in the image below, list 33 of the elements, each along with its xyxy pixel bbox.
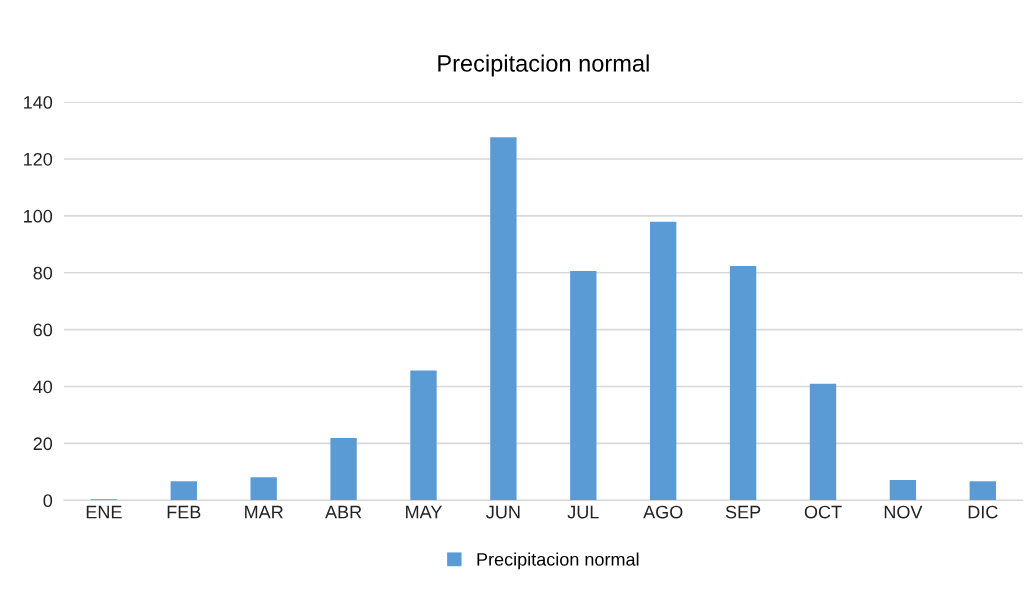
x-tick-label: ABR	[325, 505, 362, 519]
x-tick-label: JUL	[567, 505, 599, 519]
bar	[889, 480, 917, 501]
y-tick-label: 120	[24, 152, 53, 166]
bar	[650, 221, 677, 501]
y-tick-label: 0	[43, 494, 53, 508]
x-tick-label: NOV	[884, 505, 923, 519]
bar	[330, 438, 357, 501]
x-tick-label: MAY	[406, 505, 442, 519]
y-tick-label: 80	[33, 266, 53, 280]
bar	[170, 481, 197, 501]
y-tick-label: 140	[24, 96, 53, 109]
chart-title: Precipitacion normal	[438, 54, 649, 77]
x-tick-label: JUN	[486, 505, 520, 519]
x-tick-label: SEP	[725, 505, 761, 519]
x-tick-label: FEB	[167, 505, 201, 519]
bar	[729, 265, 757, 501]
y-tick-label: 100	[24, 209, 53, 223]
x-tick-label: AGO	[643, 505, 683, 519]
bar	[490, 137, 517, 501]
bar	[809, 383, 837, 501]
y-tick-label: 20	[33, 437, 53, 451]
bar	[410, 370, 437, 501]
x-tick-label: ENE	[86, 505, 122, 519]
x-tick-label: DIC	[968, 505, 998, 519]
bar	[969, 481, 996, 501]
legend-label: Precipitacion normal	[477, 552, 639, 570]
x-tick-label: MAR	[245, 505, 283, 519]
y-tick-label: 60	[33, 323, 53, 337]
x-tick-label: OCT	[804, 505, 842, 519]
bar	[570, 271, 597, 501]
y-tick-label: 40	[33, 380, 53, 394]
bar	[250, 477, 277, 501]
